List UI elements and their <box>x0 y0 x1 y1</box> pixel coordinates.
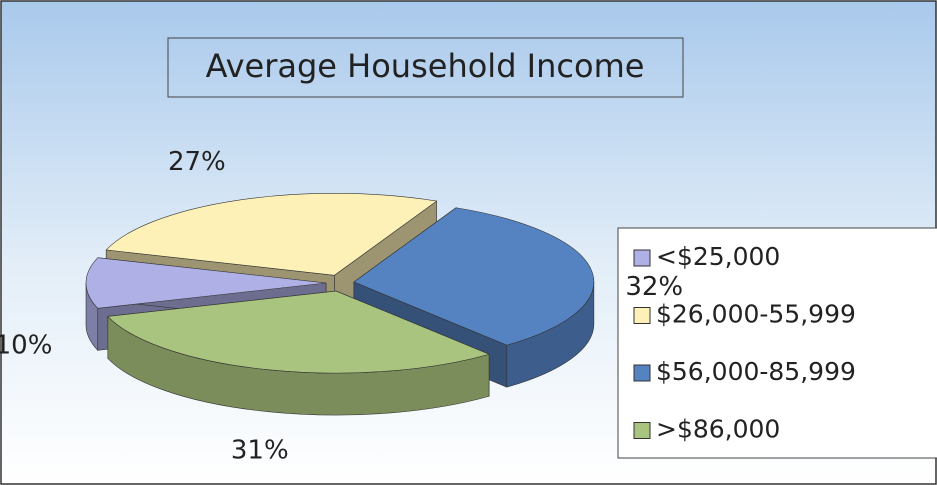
chart-title: Average Household Income <box>206 47 645 85</box>
legend-label: $56,000-85,999 <box>656 357 856 386</box>
pie <box>85 193 595 416</box>
data-label: 27% <box>168 147 226 177</box>
legend-swatch <box>633 307 651 324</box>
legend-swatch <box>633 364 651 382</box>
slice-top <box>353 207 595 346</box>
slice-top <box>105 193 438 276</box>
data-label: 10% <box>0 331 52 361</box>
legend-box <box>617 227 937 459</box>
title-box <box>167 37 684 98</box>
slice-top <box>107 290 490 374</box>
legend-swatch <box>633 249 651 267</box>
data-label: 31% <box>231 436 289 466</box>
legend-swatch <box>633 422 651 439</box>
legend-label: >$86,000 <box>656 415 780 444</box>
legend-label: $26,000-55,999 <box>656 300 856 329</box>
pie-slice <box>107 290 490 416</box>
data-label: 32% <box>625 272 683 302</box>
legend-label: <$25,000 <box>656 242 780 271</box>
slice-top <box>85 257 327 309</box>
